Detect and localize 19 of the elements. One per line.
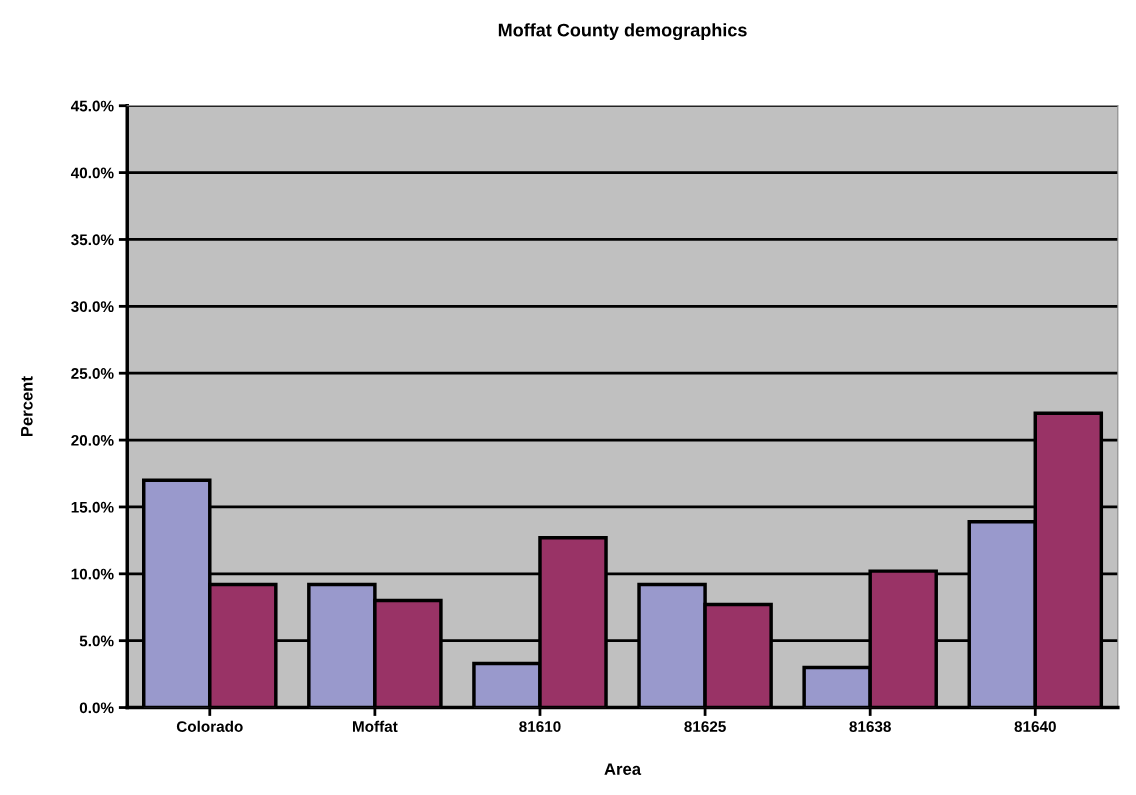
y-tick-label: 10.0% — [71, 568, 114, 580]
x-tick-label: 81610 — [519, 721, 561, 732]
y-tick-label: 30.0% — [71, 301, 114, 313]
y-tick-label: 15.0% — [71, 501, 114, 513]
x-tick-label: 81625 — [684, 721, 726, 732]
x-tick-label: Colorado — [176, 720, 243, 732]
y-tick-label: 0.0% — [79, 702, 114, 714]
y-tick-label: 40.0% — [70, 167, 114, 179]
y-axis-title: Percent — [21, 376, 33, 437]
y-tick-label: 25.0% — [71, 368, 114, 379]
x-axis-title: Area — [604, 763, 642, 776]
chart-title: Moffat County demographics — [498, 23, 747, 41]
x-tick-label: Moffat — [352, 720, 398, 732]
y-tick-label: 35.0% — [71, 234, 114, 246]
x-tick-label: 81640 — [1014, 721, 1056, 732]
x-tick-label: 81638 — [849, 721, 891, 732]
y-tick-label: 45.0% — [70, 100, 114, 112]
y-tick-label: 5.0% — [79, 635, 114, 647]
y-tick-label: 20.0% — [71, 434, 114, 446]
